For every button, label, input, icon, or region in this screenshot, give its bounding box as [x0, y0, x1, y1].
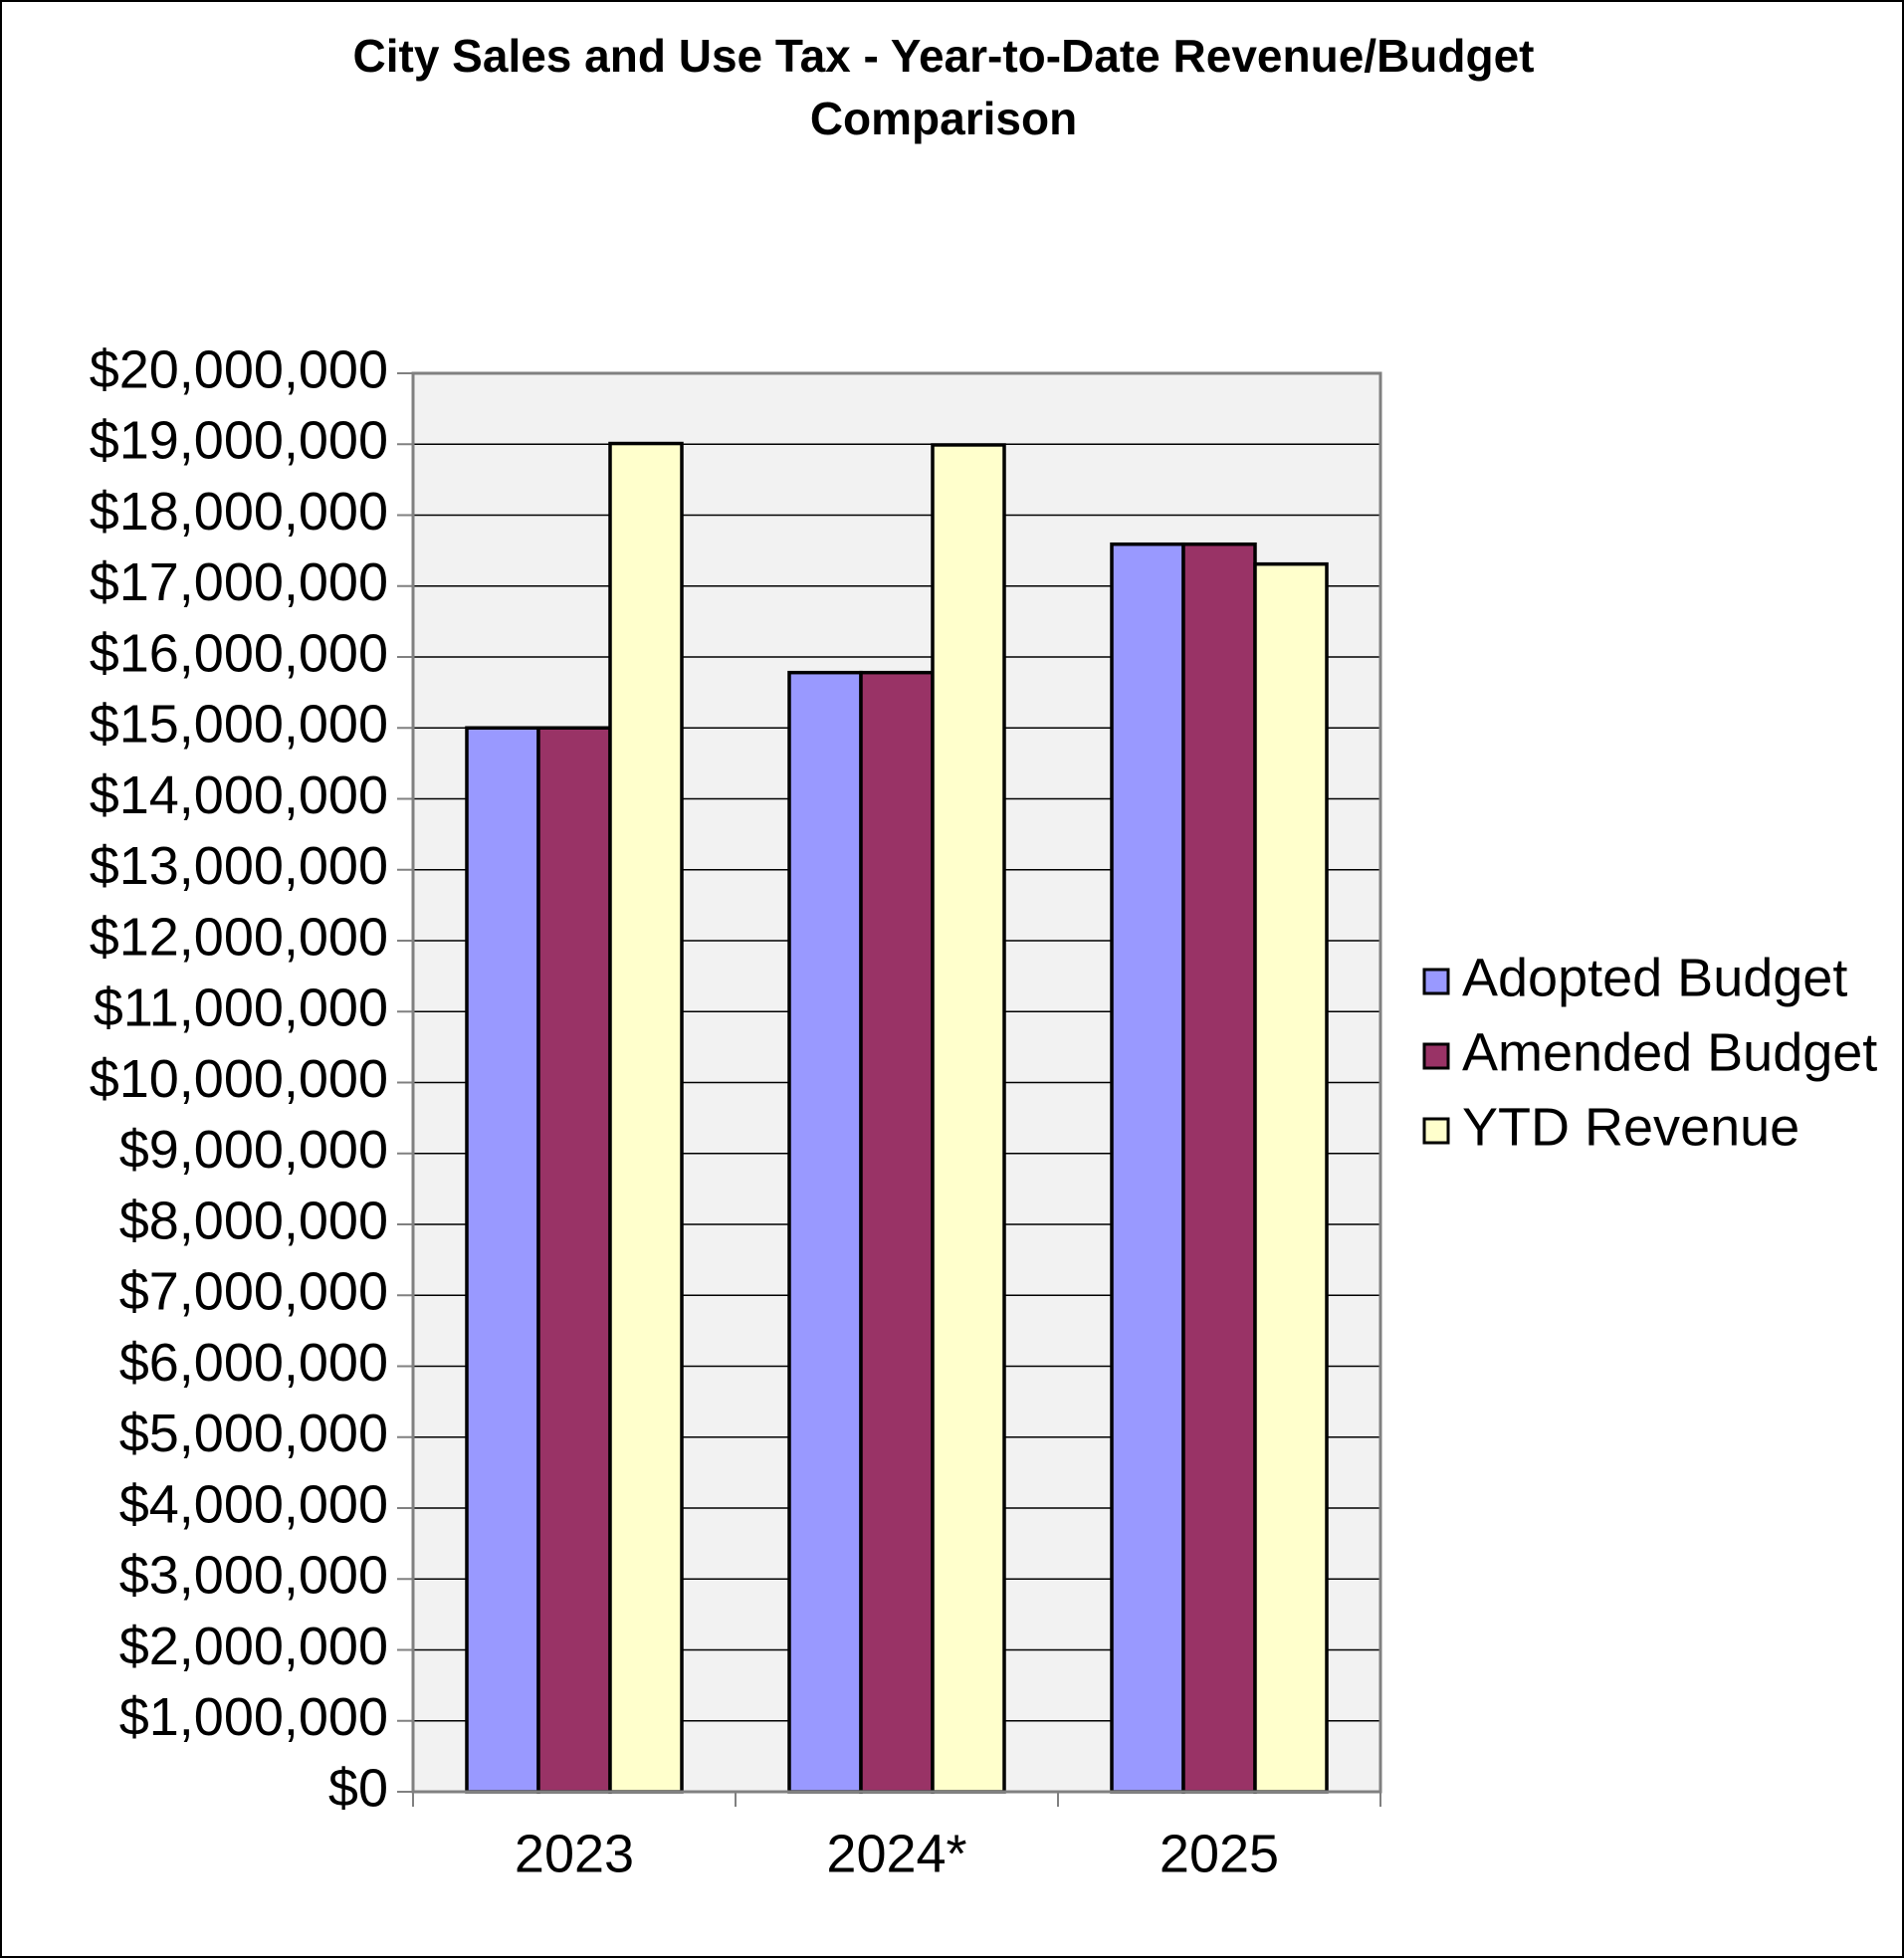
bar [608, 441, 684, 1794]
bar [787, 670, 863, 1794]
bar [1253, 561, 1329, 1794]
y-tick-label: $5,000,000 [119, 1404, 388, 1463]
legend-swatch [1422, 1117, 1450, 1145]
bar [859, 670, 935, 1794]
y-tick-label: $0 [328, 1758, 388, 1818]
y-tick-label: $10,000,000 [90, 1049, 388, 1109]
plot-border [411, 371, 1382, 1794]
y-tick-label: $15,000,000 [90, 695, 388, 755]
legend-swatch [1422, 968, 1450, 995]
legend-label: Amended Budget [1462, 1022, 1877, 1082]
bar [931, 443, 1006, 1794]
bar [536, 726, 612, 1794]
y-tick-label: $7,000,000 [119, 1262, 388, 1322]
bar [1181, 542, 1257, 1794]
y-tick-label: $20,000,000 [90, 339, 388, 399]
y-tick-label: $17,000,000 [90, 552, 388, 612]
y-tick-label: $19,000,000 [90, 411, 388, 471]
chart-title: City Sales and Use Tax - Year-to-Date Re… [353, 30, 1535, 144]
bar [1110, 542, 1185, 1794]
y-tick-label: $1,000,000 [119, 1687, 388, 1747]
legend-label: YTD Revenue [1462, 1097, 1799, 1157]
y-tick-label: $14,000,000 [90, 765, 388, 825]
legend-label: Adopted Budget [1462, 948, 1847, 1007]
y-tick-label: $12,000,000 [90, 907, 388, 967]
y-tick-label: $13,000,000 [90, 836, 388, 896]
x-tick-label: 2024* [826, 1824, 966, 1883]
y-tick-label: $6,000,000 [119, 1333, 388, 1393]
y-tick-label: $2,000,000 [119, 1617, 388, 1676]
y-tick-label: $3,000,000 [119, 1546, 388, 1606]
y-tick-label: $9,000,000 [119, 1120, 388, 1180]
bar [465, 726, 540, 1794]
y-tick-label: $18,000,000 [90, 482, 388, 542]
x-tick-label: 2025 [1160, 1824, 1279, 1883]
y-tick-label: $11,000,000 [94, 979, 388, 1038]
y-tick-label: $16,000,000 [90, 623, 388, 683]
x-tick-label: 2023 [515, 1824, 634, 1883]
y-tick-label: $4,000,000 [119, 1474, 388, 1534]
y-tick-label: $8,000,000 [119, 1191, 388, 1250]
legend-swatch [1422, 1042, 1450, 1070]
